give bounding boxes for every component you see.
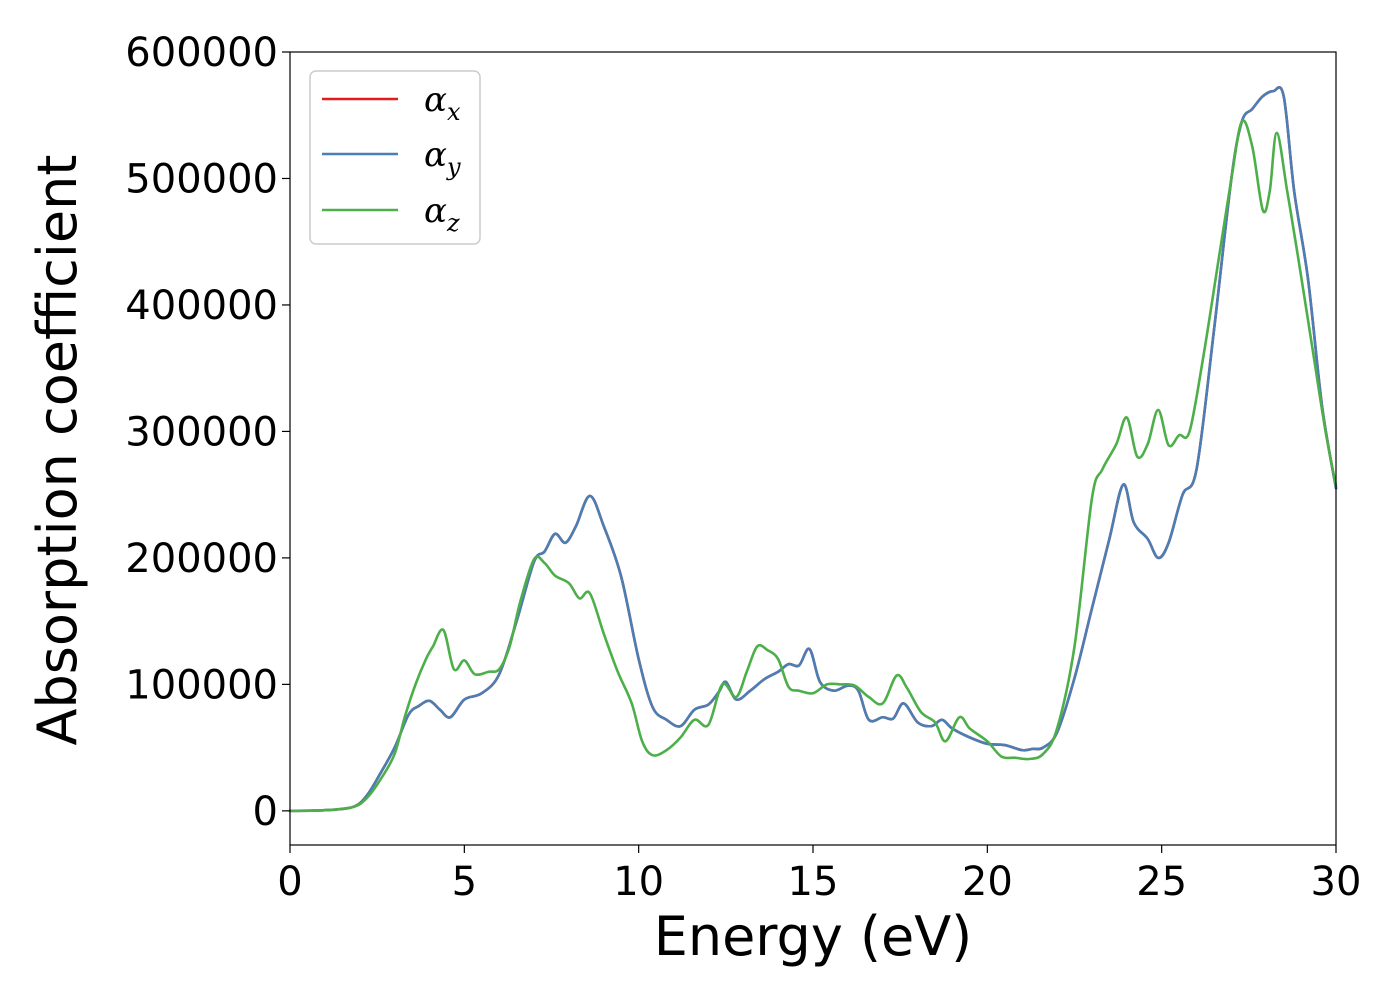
legend-box (309, 70, 481, 245)
y-tick-label: 0 (253, 789, 278, 835)
legend: αx αy αz (309, 70, 481, 245)
legend-label-y: αy (424, 135, 461, 181)
legend-label-z: αz (424, 191, 460, 237)
y-tick-label: 500000 (125, 156, 278, 202)
legend-entries: αx αy αz (322, 80, 461, 237)
y-tick-label: 600000 (125, 30, 278, 76)
series-line-z (288, 119, 1338, 813)
series-layer (288, 86, 1338, 813)
x-tick-label: 25 (1136, 859, 1187, 905)
series-line-y (288, 86, 1338, 813)
y-axis-title: Absorption coefficient (26, 155, 89, 746)
x-tick-label: 5 (452, 859, 477, 905)
y-tick-label: 100000 (125, 662, 278, 708)
x-tick-label: 15 (788, 859, 839, 905)
legend-label-x: αx (424, 80, 461, 126)
x-axis-title: Energy (eV) (654, 905, 973, 968)
x-tick-label: 20 (962, 859, 1013, 905)
y-tick-label: 200000 (125, 536, 278, 582)
x-tick-label: 30 (1311, 859, 1362, 905)
x-tick-label: 10 (613, 859, 664, 905)
y-tick-label: 400000 (125, 283, 278, 329)
x-tick-label: 0 (277, 859, 302, 905)
y-axis: 0 100000 200000 300000 400000 500000 600000 (125, 30, 290, 835)
x-axis: 0 5 10 15 20 25 30 (277, 845, 1361, 905)
y-tick-label: 300000 (125, 409, 278, 455)
